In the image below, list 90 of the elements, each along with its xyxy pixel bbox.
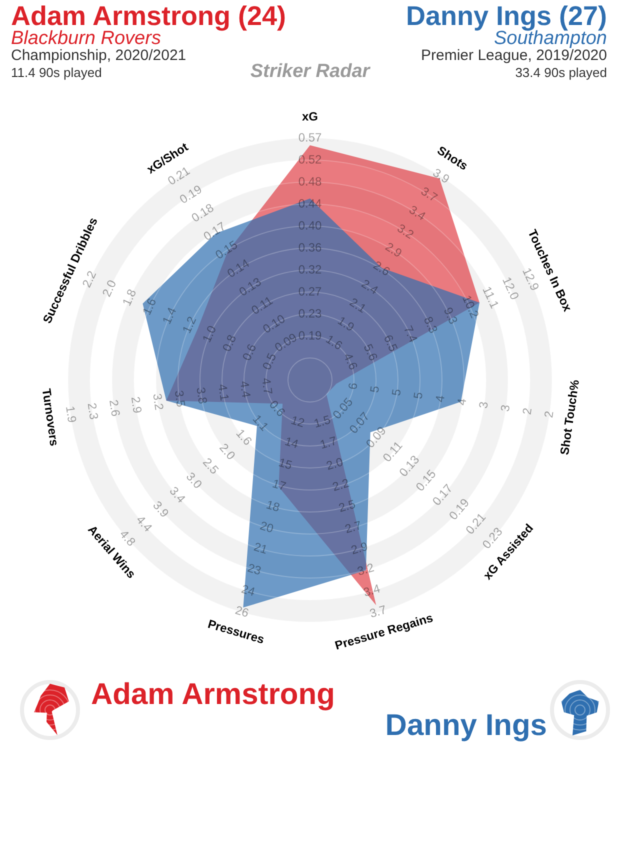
text: 2.9 bbox=[349, 539, 370, 558]
text: 0.6 bbox=[240, 342, 260, 363]
text: 0.19 bbox=[298, 328, 322, 342]
text: 1.6 bbox=[139, 296, 160, 318]
text: 5 bbox=[389, 388, 404, 397]
text: 8.3 bbox=[420, 314, 441, 336]
text: 33.4 90s played bbox=[515, 65, 607, 80]
spoke-label: xG bbox=[302, 109, 318, 124]
text: 2 bbox=[541, 410, 556, 419]
text: 2.2 bbox=[79, 268, 100, 290]
text: 2.4 bbox=[359, 276, 381, 298]
text: 3.5 bbox=[172, 389, 188, 408]
text: 2.6 bbox=[370, 258, 393, 279]
text: 1.4 bbox=[159, 305, 180, 326]
text: 2.6 bbox=[106, 398, 123, 418]
text: 2 bbox=[520, 406, 534, 416]
text: 3.4 bbox=[362, 581, 382, 600]
text: Danny Ings bbox=[385, 709, 547, 742]
text: 3 bbox=[476, 400, 491, 410]
text: 2.7 bbox=[343, 518, 364, 536]
text: 6 bbox=[345, 382, 360, 390]
text: 0.27 bbox=[298, 284, 322, 298]
text: 0.57 bbox=[298, 130, 322, 144]
text: 2.1 bbox=[347, 294, 369, 316]
text: 1.9 bbox=[335, 314, 357, 334]
text: 2.3 bbox=[84, 402, 102, 420]
text: 0.32 bbox=[298, 262, 322, 276]
text: 1.7 bbox=[318, 434, 338, 452]
text: 15 bbox=[277, 455, 294, 472]
text: 4.4 bbox=[237, 380, 254, 399]
text: 3.2 bbox=[394, 220, 416, 242]
text: 4.1 bbox=[215, 383, 232, 402]
text: 18 bbox=[264, 497, 282, 515]
text: 3.7 bbox=[418, 184, 440, 205]
text: 0.23 bbox=[298, 306, 322, 320]
text: 10.2 bbox=[460, 293, 482, 320]
text: 2.5 bbox=[337, 496, 357, 516]
text: 3.7 bbox=[368, 602, 388, 621]
text: 0.8 bbox=[219, 332, 240, 354]
text: 0.36 bbox=[298, 240, 322, 254]
legend-label: Adam Armstrong bbox=[91, 678, 335, 711]
text: 6.5 bbox=[380, 332, 401, 354]
text: 3.4 bbox=[406, 202, 428, 224]
text: 4.7 bbox=[259, 376, 276, 396]
text: 1.9 bbox=[63, 405, 80, 424]
text: 2.0 bbox=[324, 454, 345, 473]
text: 4 bbox=[432, 394, 448, 403]
text: 12 bbox=[289, 412, 306, 430]
text: 2.9 bbox=[382, 239, 404, 260]
text: 3.8 bbox=[194, 386, 210, 405]
text: 9.3 bbox=[440, 305, 461, 326]
text: 3 bbox=[498, 404, 513, 412]
text: 3.2 bbox=[150, 392, 166, 412]
text: 26 bbox=[234, 602, 250, 620]
text: 2.2 bbox=[330, 476, 351, 494]
text: 2.0 bbox=[99, 278, 120, 299]
text: 5 bbox=[367, 384, 382, 394]
text: 11.4 90s played bbox=[11, 65, 102, 80]
chart-title: Striker Radar bbox=[250, 61, 370, 82]
text: Danny Ings (27) bbox=[406, 1, 607, 31]
text: 4 bbox=[454, 398, 470, 406]
text: 1.5 bbox=[312, 412, 332, 431]
spoke-label: Shot Touch% bbox=[557, 378, 582, 456]
text: 5.6 bbox=[360, 342, 380, 363]
text: 4.6 bbox=[340, 350, 360, 372]
text: 23 bbox=[246, 560, 263, 578]
text: 12.0 bbox=[500, 274, 522, 302]
text: 21 bbox=[252, 540, 269, 557]
text: 5 bbox=[410, 391, 426, 400]
text: 1.0 bbox=[199, 324, 220, 345]
text: Premier League, 2019/2020 bbox=[421, 47, 607, 64]
text: 11.1 bbox=[480, 284, 502, 311]
text: 7.4 bbox=[400, 324, 421, 345]
text: Blackburn Rovers bbox=[11, 28, 161, 49]
text: 14 bbox=[283, 434, 300, 452]
text: Adam Armstrong (24) bbox=[11, 1, 286, 31]
text: 1.2 bbox=[179, 314, 200, 336]
text: 3.2 bbox=[356, 560, 376, 578]
text: 0.52 bbox=[298, 152, 322, 166]
text: 0.48 bbox=[298, 174, 322, 188]
text: Championship, 2020/2021 bbox=[11, 47, 186, 64]
text: 20 bbox=[258, 518, 276, 536]
text: 3.9 bbox=[430, 165, 452, 186]
text: 2.9 bbox=[128, 396, 145, 414]
text: 1.6 bbox=[323, 332, 345, 353]
text: 0.40 bbox=[298, 218, 322, 232]
text: 24 bbox=[240, 582, 257, 600]
text: 1.8 bbox=[119, 286, 140, 308]
text: 17 bbox=[270, 476, 288, 494]
spoke-label: Turnovers bbox=[39, 388, 62, 448]
